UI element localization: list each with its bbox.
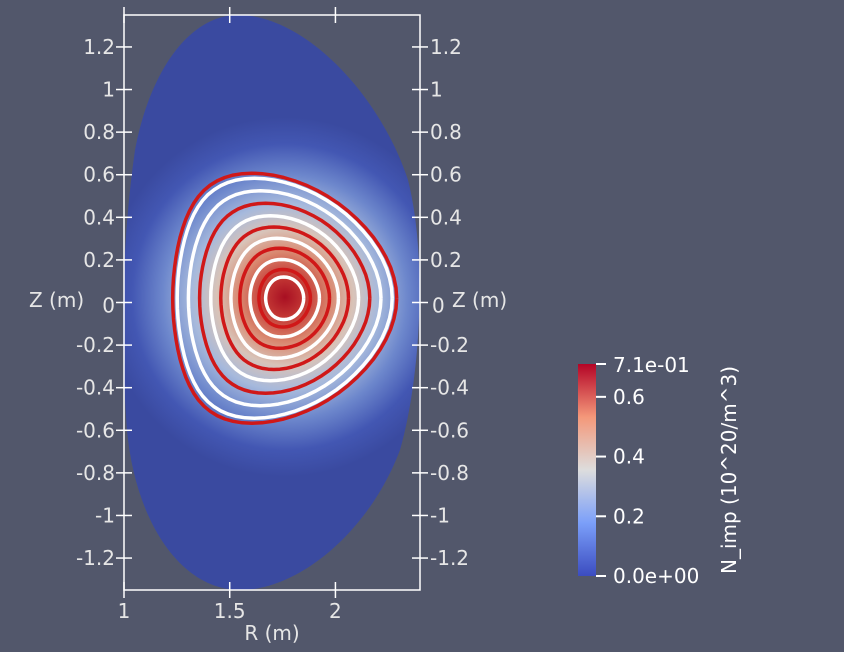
plasma-cross-section — [123, 15, 420, 590]
y-tick-label-left: -0.4 — [76, 376, 115, 400]
y-tick-label-left: -1 — [95, 503, 115, 527]
colorbar-scale — [578, 364, 596, 576]
y-tick-label-left: 1 — [102, 78, 115, 102]
colorbar-tick-label: 0.2 — [613, 504, 645, 528]
contour-line — [209, 213, 361, 383]
y-tick-label-right: 0 — [432, 294, 445, 318]
y-tick-label-left: 0 — [102, 294, 115, 318]
y-tick-label-right: -1 — [430, 503, 450, 527]
colorbar-max-label: 7.1e-01 — [613, 353, 690, 377]
y-tick-label-left: -0.8 — [76, 461, 115, 485]
colorbar-tick-label: 0.6 — [613, 385, 645, 409]
x-tick-label: 1 — [118, 599, 131, 623]
y-axis-title-right: Z (m) — [452, 288, 507, 312]
y-tick-label-left: -0.6 — [76, 418, 115, 442]
contour-line — [248, 257, 322, 339]
y-tick-labels-right: 1.2 1 0.8 0.6 0.4 0.2 0 -0.2 -0.4 -0.6 -0.8 -1 -1.2 — [430, 35, 469, 570]
x-axis-title: R (m) — [244, 621, 299, 645]
y-tick-label-right: -0.8 — [430, 461, 469, 485]
axis-ticks — [116, 7, 428, 598]
contour-line — [197, 201, 372, 395]
y-tick-label-right: -0.4 — [430, 376, 469, 400]
y-tick-label-right: 0.6 — [430, 163, 462, 187]
colorbar-min-label: 0.0e+00 — [613, 564, 699, 588]
x-tick-label: 1.5 — [214, 599, 246, 623]
contour-line — [229, 236, 341, 360]
y-tick-label-right: 1 — [430, 78, 443, 102]
colorbar-tick-label: 0.4 — [613, 445, 645, 469]
y-tick-label-left: 0.4 — [83, 205, 115, 229]
y-tick-label-left: 0.2 — [83, 248, 115, 272]
y-tick-label-right: 0.8 — [430, 120, 462, 144]
contour-line — [257, 267, 313, 329]
y-tick-label-right: -1.2 — [430, 546, 469, 570]
colorbar-title: N_imp (10^20/m^3) — [717, 366, 741, 574]
y-tick-label-right: -0.2 — [430, 333, 469, 357]
contour-line — [238, 246, 332, 350]
y-tick-label-left: 0.6 — [83, 163, 115, 187]
contour-line — [219, 225, 351, 372]
contour-line — [263, 275, 306, 322]
contour-lines — [170, 171, 399, 425]
y-tick-label-left: 0.8 — [83, 120, 115, 144]
y-tick-label-left: 1.2 — [83, 35, 115, 59]
y-tick-label-right: 0.4 — [430, 205, 462, 229]
contour-line — [170, 171, 399, 425]
y-axis-title-left: Z (m) — [29, 288, 84, 312]
contour-line — [186, 188, 383, 408]
y-tick-labels-left: 1.2 1 0.8 0.6 0.4 0.2 0 -0.2 -0.4 -0.6 -0.8 -1 -1.2 — [76, 35, 115, 570]
colorbar: 0.2 0.4 0.6 7.1e-01 0.0e+00 N_imp (10^20/m… — [578, 353, 741, 588]
y-tick-label-right: 0.2 — [430, 248, 462, 272]
y-tick-label-left: -0.2 — [76, 333, 115, 357]
y-tick-label-right: 1.2 — [430, 35, 462, 59]
y-tick-label-left: -1.2 — [76, 546, 115, 570]
y-tick-label-right: -0.6 — [430, 418, 469, 442]
colorbar-ticks: 0.2 0.4 0.6 — [596, 363, 645, 577]
x-tick-label: 2 — [329, 599, 342, 623]
x-tick-labels: 1 1.5 2 — [118, 599, 342, 623]
contour-line — [175, 176, 394, 420]
